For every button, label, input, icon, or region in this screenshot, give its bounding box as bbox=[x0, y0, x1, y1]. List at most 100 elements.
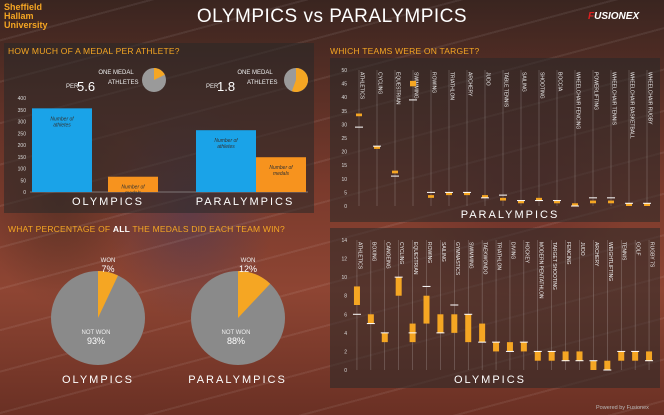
target-range-bar bbox=[632, 351, 639, 361]
olympics-athletes-label: ATHLETES bbox=[108, 80, 139, 86]
bar-value-label: Number of bbox=[121, 185, 145, 191]
target-range-bar bbox=[451, 314, 458, 333]
category-label: MODERN PENTATHLON bbox=[537, 242, 543, 299]
y-tick-label: 100 bbox=[18, 167, 27, 173]
category-label: JUDO bbox=[579, 242, 585, 256]
bar-value-label: Number of bbox=[269, 165, 293, 171]
category-label: TABLE TENNIS bbox=[503, 72, 509, 108]
footer-credit: Powered by Fusionex bbox=[596, 405, 649, 411]
category-label: SHOOTING bbox=[539, 72, 545, 99]
ratio-pie-slice bbox=[291, 68, 308, 92]
bar-value-label: Number of bbox=[214, 138, 238, 144]
percentage-heading-prefix: WHAT PERCENTAGE OF bbox=[8, 224, 113, 234]
pie-label-not-won: NOT WON bbox=[222, 330, 251, 336]
category-label: WHEELCHAIR RUGBY bbox=[647, 72, 653, 125]
pie-pct-not-won: 93% bbox=[87, 336, 105, 346]
target-range-bar bbox=[428, 195, 434, 198]
category-label: FENCING bbox=[565, 242, 571, 265]
category-label: SWIMMING bbox=[468, 242, 474, 269]
category-label: WEIGHTLIFTING bbox=[607, 242, 613, 281]
target-range-bar bbox=[646, 351, 653, 361]
y-tick-label: 2 bbox=[344, 349, 347, 355]
category-label: TRIATHLON bbox=[449, 72, 455, 100]
category-label: ARCHERY bbox=[467, 72, 473, 97]
category-label: WHEELCHAIR TENNIS bbox=[611, 72, 617, 126]
y-tick-label: 50 bbox=[20, 178, 26, 184]
on-target-heading: WHICH TEAMS WERE ON TARGET? bbox=[330, 46, 480, 56]
category-label: GOLF bbox=[635, 242, 641, 256]
target-range-bar bbox=[493, 342, 500, 352]
medals-bar bbox=[108, 176, 158, 192]
target-range-bar bbox=[423, 295, 430, 324]
target-range-bar bbox=[576, 351, 583, 361]
category-label: POWERLIFTING bbox=[593, 72, 599, 110]
olympics-bar-label: OLYMPICS bbox=[71, 196, 145, 208]
percentage-heading-bold: ALL bbox=[112, 224, 130, 234]
fusionex-text: USIONEX bbox=[594, 11, 640, 22]
y-tick-label: 250 bbox=[18, 131, 27, 137]
y-tick-label: 15 bbox=[341, 163, 347, 169]
logo-line-2: Hallam bbox=[4, 11, 34, 21]
paralympics-ratio-pie bbox=[284, 68, 308, 92]
category-label: RUGBY 7S bbox=[649, 242, 655, 268]
bar-value-label: athletes bbox=[217, 144, 235, 150]
y-tick-label: 40 bbox=[341, 95, 347, 101]
y-tick-label: 20 bbox=[341, 150, 347, 156]
olympics-pie-label: OLYMPICS bbox=[61, 374, 135, 386]
target-range-bar bbox=[562, 351, 569, 361]
y-tick-label: 50 bbox=[341, 68, 347, 74]
page-title: OLYMPICS vs PARALYMPICS bbox=[196, 6, 468, 27]
pie-pct-not-won: 88% bbox=[227, 336, 245, 346]
category-label: HOCKEY bbox=[523, 242, 529, 264]
y-tick-label: 25 bbox=[341, 136, 347, 142]
y-tick-label: 6 bbox=[344, 312, 347, 318]
medals-bar bbox=[256, 157, 306, 192]
target-range-bar bbox=[367, 314, 374, 324]
y-tick-label: 0 bbox=[344, 368, 347, 374]
category-label: BOCCIA bbox=[557, 72, 563, 92]
y-tick-label: 0 bbox=[344, 204, 347, 210]
y-tick-label: 30 bbox=[341, 122, 347, 128]
bar-value-label: athletes bbox=[53, 122, 71, 128]
olympics-one-medal-label: ONE MEDAL bbox=[98, 70, 134, 76]
target-range-bar bbox=[590, 200, 596, 204]
target-range-bar bbox=[534, 351, 541, 361]
y-tick-label: 150 bbox=[18, 155, 27, 161]
category-label: GYMNASTICS bbox=[454, 242, 460, 276]
y-tick-label: 200 bbox=[18, 143, 27, 149]
category-label: ROWING bbox=[431, 72, 437, 93]
category-label: SAILING bbox=[440, 242, 446, 262]
bar-value-label: medals bbox=[125, 191, 142, 196]
target-range-bar bbox=[356, 113, 362, 117]
pie-slice-won bbox=[238, 271, 271, 318]
y-tick-label: 4 bbox=[344, 331, 347, 337]
category-label: BOXING bbox=[370, 242, 376, 262]
category-label: JUDO bbox=[485, 72, 491, 86]
medal-per-athlete-heading: HOW MUCH OF A MEDAL PER ATHLETE? bbox=[8, 46, 180, 56]
paralympics-target-panel bbox=[330, 58, 660, 222]
target-range-bar bbox=[374, 146, 380, 149]
category-label: WHEELCHAIR BASKETBALL bbox=[629, 72, 635, 139]
logo-line-1: Sheffield bbox=[4, 2, 43, 12]
y-tick-label: 300 bbox=[18, 120, 27, 126]
target-range-bar bbox=[392, 170, 398, 174]
target-range-bar bbox=[353, 286, 360, 305]
pie-label-won: WON bbox=[101, 258, 116, 264]
category-label: ARCHERY bbox=[593, 242, 599, 267]
category-label: DIVING bbox=[509, 242, 515, 259]
y-tick-label: 10 bbox=[341, 177, 347, 183]
paralympics-target-chart: 0 5 10 15 20 25 30 35 40 45 50 ATHLETICS CYCLING EQUE… bbox=[341, 68, 653, 210]
logo-line-3: University bbox=[4, 20, 48, 30]
target-range-bar bbox=[479, 323, 486, 343]
fusionex-logo: FUSIONEX bbox=[588, 11, 639, 22]
pie-label-won: WON bbox=[241, 258, 256, 264]
target-range-bar bbox=[536, 197, 542, 201]
target-range-bar bbox=[572, 203, 578, 206]
target-range-bar bbox=[465, 314, 472, 343]
paralympics-target-label: PARALYMPICS bbox=[460, 209, 560, 221]
y-tick-label: 400 bbox=[18, 96, 27, 102]
category-label: TRIATHLON bbox=[496, 242, 502, 270]
target-range-bar bbox=[518, 200, 524, 204]
